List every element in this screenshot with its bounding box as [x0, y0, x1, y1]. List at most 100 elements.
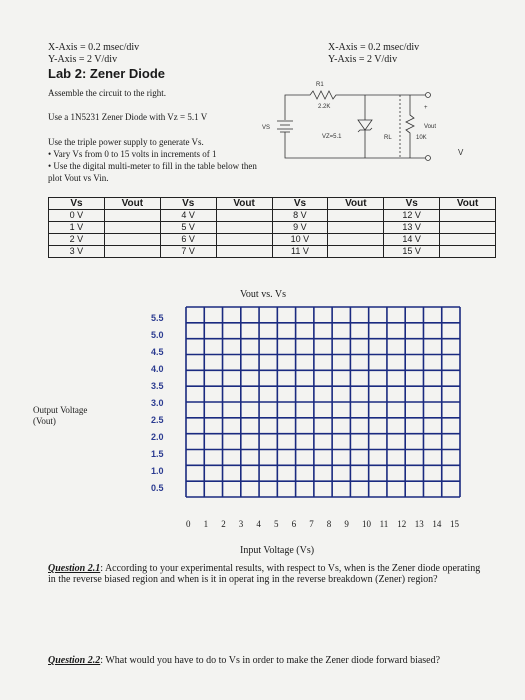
circuit-label: 10K [416, 135, 427, 141]
x-tick-label: 1 [203, 519, 209, 529]
plot-title: Vout vs. Vs [240, 289, 287, 300]
header-cell: Vs [271, 197, 329, 210]
x-tick-label: 3 [238, 519, 244, 529]
vs-cell: 0 V [48, 209, 105, 222]
vout-cell [103, 221, 161, 234]
y-tick-label: 0.5 [151, 483, 164, 493]
circuit-label: + [424, 105, 428, 111]
circuit-label: VS [262, 125, 270, 131]
y-axis-note: Y-Axis = 2 V/div [328, 54, 398, 65]
circuit-label: 2.2K [318, 104, 330, 110]
vs-cell: 4 V [159, 209, 217, 222]
x-tick-label: 15 [450, 519, 459, 529]
header-cell: Vs [383, 197, 441, 210]
vs-cell: 13 V [383, 221, 441, 234]
table-row: 0 V 4 V 8 V 12 V [48, 209, 496, 222]
x-tick-label: 13 [414, 519, 424, 529]
y-tick-label: 2.0 [151, 432, 164, 442]
question-text: : What would you have to do to Vs in ord… [100, 655, 441, 666]
x-tick-label: 14 [432, 519, 442, 529]
vs-cell: 8 V [271, 209, 329, 222]
header-cell: Vout [215, 197, 273, 210]
x-tick-label: 4 [256, 519, 261, 529]
header-cell: Vout [327, 197, 385, 210]
circuit-label: RL [384, 135, 392, 141]
vs-cell: 6 V [159, 233, 217, 246]
header-row: Vs Vout Vs Vout Vs Vout Vs Vout [48, 197, 496, 210]
instruction: Use a 1N5231 Zener Diode with Vz = 5.1 V [48, 112, 208, 122]
vout-cell [327, 209, 385, 222]
vs-cell: 7 V [159, 245, 217, 258]
x-tick-label: 8 [326, 519, 332, 529]
y-tick-label: 1.5 [151, 449, 164, 459]
vs-cell: 15 V [383, 245, 441, 258]
y-tick-label: 3.0 [151, 398, 164, 408]
vout-cell [103, 245, 161, 258]
x-tick-label: 11 [379, 519, 389, 529]
vs-cell: 9 V [271, 221, 329, 234]
question-text: : According to your experimental results… [48, 563, 481, 585]
y-tick-label: 5.5 [151, 313, 164, 323]
circuit-label: R1 [316, 82, 324, 88]
question-label: Question 2.2 [48, 655, 101, 666]
x-tick-label: 12 [397, 519, 407, 529]
vs-cell: 11 V [271, 245, 329, 258]
x-label: Input Voltage (Vs) [240, 545, 315, 556]
vs-cell: 2 V [48, 233, 105, 246]
x-tick-label: 0 [186, 519, 191, 529]
table-row: 3 V 7 V 11 V 15 V [48, 245, 496, 258]
vs-cell: 12 V [383, 209, 441, 222]
instruction: Assemble the circuit to the right. [48, 88, 166, 98]
circuit-label: VZ=5.1 [322, 134, 342, 140]
circuit-label: Vout [424, 124, 436, 130]
y-tick-label: 1.0 [151, 466, 164, 476]
x-axis-note: X-Axis = 0.2 msec/div [48, 42, 140, 53]
vout-cell [439, 221, 496, 234]
bullet: • Vary Vs from 0 to 15 volts in incremen… [48, 149, 217, 159]
vout-cell [439, 245, 496, 258]
vout-cell [327, 233, 385, 246]
header-cell: Vs [48, 197, 105, 210]
vout-cell [215, 233, 273, 246]
circuit-label: V [458, 148, 464, 157]
bullet: • Use the digital multi-meter to fill in… [48, 161, 257, 183]
table-row: 2 V 6 V 10 V 14 V [48, 233, 496, 246]
x-tick-label: 2 [221, 519, 226, 529]
table-row: 1 V 5 V 9 V 13 V [48, 221, 496, 234]
vs-cell: 1 V [48, 221, 105, 234]
question: Question 2.1: According to your experime… [48, 563, 488, 585]
vs-cell: 14 V [383, 233, 441, 246]
y-tick-label: 4.5 [151, 347, 164, 357]
x-tick-label: 10 [362, 519, 371, 529]
vout-cell [327, 221, 385, 234]
question-label: Question 2.1 [48, 563, 101, 574]
vs-cell: 10 V [271, 233, 329, 246]
vs-cell: 3 V [48, 245, 105, 258]
x-axis-note: X-Axis = 0.2 msec/div [328, 42, 420, 53]
x-tick-label: 9 [344, 519, 349, 529]
vout-cell [103, 233, 161, 246]
y-axis-note: Y-Axis = 2 V/div [48, 54, 118, 65]
y-tick-label: 4.0 [151, 364, 164, 374]
vout-cell [103, 209, 161, 222]
y-tick-label: 5.0 [151, 330, 164, 340]
header-cell: Vs [159, 197, 217, 210]
vs-cell: 5 V [159, 221, 217, 234]
x-tick-label: 6 [291, 519, 297, 529]
x-tick-label: 7 [309, 519, 314, 529]
vout-cell [215, 245, 273, 258]
y-tick-label: 3.5 [151, 381, 164, 391]
instruction: Use the triple power supply to generate … [48, 137, 204, 147]
plot-grid [185, 306, 461, 498]
vout-cell [439, 209, 496, 222]
vout-cell [327, 245, 385, 258]
header-cell: Vout [103, 197, 161, 210]
vout-cell [439, 233, 496, 246]
question: Question 2.2: What would you have to do … [48, 655, 508, 667]
vout-cell [215, 209, 273, 222]
header-cell: Vout [439, 197, 496, 210]
circuit [277, 90, 431, 161]
